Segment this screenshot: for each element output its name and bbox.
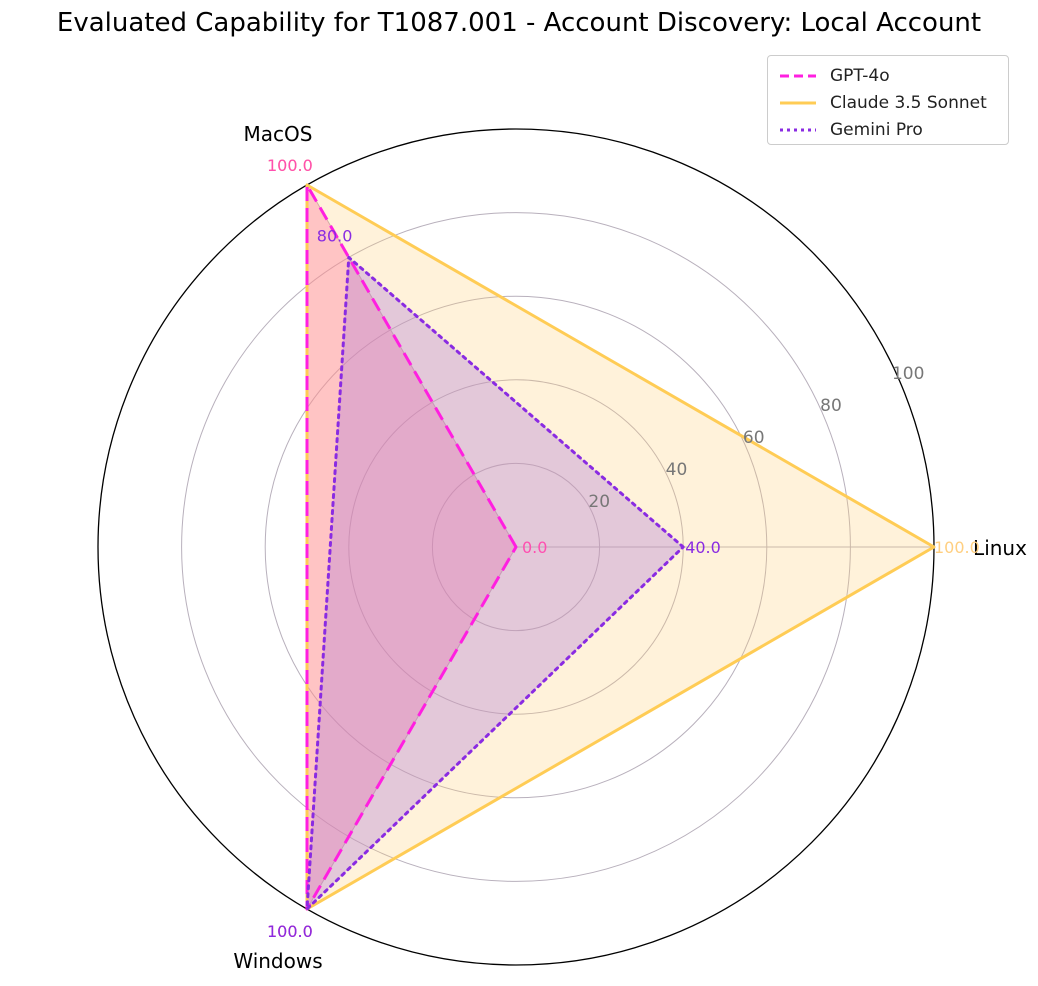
- radial-tick-label: 100: [892, 364, 924, 384]
- axis-label-linux: Linux: [973, 536, 1027, 560]
- axis-label-windows: Windows: [233, 949, 322, 973]
- data-label: 100.0: [267, 922, 313, 941]
- radial-tick-label: 60: [743, 428, 765, 448]
- data-label: 100.0: [267, 922, 313, 941]
- legend-label: Gemini Pro: [830, 119, 923, 140]
- data-label: 100.0: [267, 156, 313, 175]
- axis-label-macos: MacOS: [244, 122, 313, 146]
- data-label: 80.0: [317, 226, 353, 245]
- legend-swatch: [780, 128, 816, 131]
- legend-item: Gemini Pro: [778, 116, 998, 143]
- data-label: 100.0: [267, 156, 313, 175]
- radial-tick-label: 40: [666, 460, 688, 480]
- legend-item: Claude 3.5 Sonnet: [778, 89, 998, 116]
- radial-tick-label: 80: [820, 396, 842, 416]
- series-line-0: [305, 183, 518, 911]
- radial-tick-label: 20: [588, 492, 610, 512]
- series-line-2: [305, 255, 685, 911]
- legend-item: GPT-4o: [778, 62, 998, 89]
- data-label: 100.0: [934, 538, 980, 557]
- series-area-0: [307, 185, 516, 909]
- legend-label: GPT-4o: [830, 65, 890, 86]
- legend: GPT-4o Claude 3.5 Sonnet Gemini Pro: [767, 55, 1009, 145]
- legend-swatch: [780, 74, 816, 77]
- legend-swatch: [780, 101, 816, 104]
- data-label: 0.0: [522, 538, 547, 557]
- data-label: 40.0: [685, 538, 721, 557]
- series-area-1: [307, 185, 934, 909]
- legend-label: Claude 3.5 Sonnet: [830, 92, 987, 113]
- data-label: 100.0: [267, 922, 313, 941]
- chart-title: Evaluated Capability for T1087.001 - Acc…: [56, 8, 982, 38]
